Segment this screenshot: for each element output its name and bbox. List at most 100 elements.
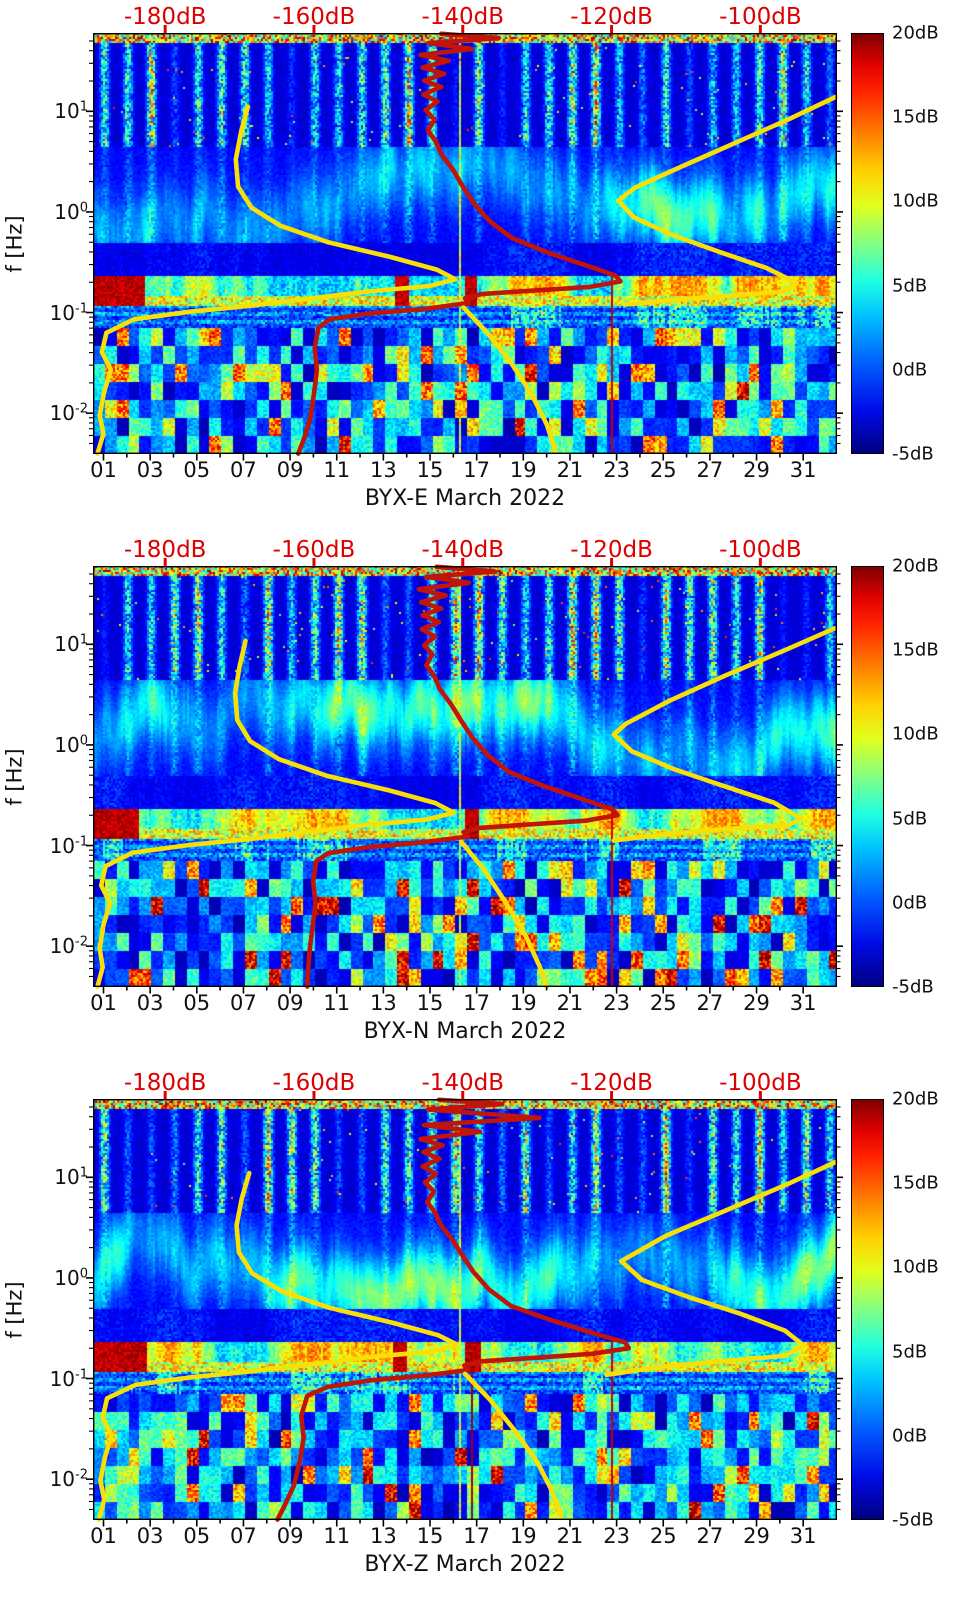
- y-axis-label: f [Hz]: [3, 214, 27, 273]
- y-tick-label: 100: [54, 732, 88, 757]
- x-tick-label: 07: [230, 458, 257, 482]
- x-tick-label: 05: [183, 1524, 211, 1548]
- y-tick-label: 100: [54, 199, 88, 224]
- x-tick-label: 03: [136, 1524, 164, 1548]
- top-axis-label: -100dB: [719, 1070, 802, 1096]
- top-axis-label: -180dB: [123, 1070, 207, 1096]
- x-tick-label: 21: [556, 1524, 584, 1548]
- top-axis-label: -120dB: [570, 1070, 653, 1096]
- x-tick-label: 31: [789, 458, 817, 482]
- x-tick-label: 27: [696, 991, 724, 1015]
- x-tick-label: 09: [276, 991, 304, 1015]
- x-tick-label: 07: [230, 1524, 257, 1548]
- top-axis-label: -120dB: [570, 537, 653, 563]
- x-tick-label: 05: [183, 458, 211, 482]
- colorbar-tick-label: -5dB: [892, 1509, 934, 1531]
- x-tick-label: 13: [369, 1524, 397, 1548]
- x-tick-label: 13: [369, 458, 397, 482]
- top-axis-label: -140dB: [421, 537, 505, 563]
- x-tick-label: 11: [323, 1524, 351, 1548]
- colorbar-ticks: 20dB 15dB 10dB 5dB 0dB -5dB: [892, 23, 958, 465]
- colorbar-tick-label: 10dB: [892, 1256, 939, 1278]
- x-tick-label: 21: [556, 458, 584, 482]
- y-axis-ticks: 101 100 10-1 10-2: [28, 33, 88, 454]
- y-tick-label: 10-1: [49, 833, 88, 858]
- top-axis-label: -160dB: [272, 537, 356, 563]
- x-tick-label: 23: [603, 1524, 630, 1548]
- x-tick-label: 01: [90, 458, 117, 482]
- x-axis-ticks: 01 03 05 07 09 11 13 15 17 19 21 23 25 2…: [90, 458, 837, 484]
- x-tick-label: 19: [509, 1524, 537, 1548]
- spectrogram-canvas: [93, 566, 837, 987]
- colorbar-tick-label: 0dB: [892, 1425, 928, 1447]
- x-tick-label: 13: [369, 991, 397, 1015]
- x-tick-label: 23: [603, 458, 630, 482]
- y-tick-label: 101: [54, 1165, 88, 1190]
- x-tick-label: 15: [416, 458, 444, 482]
- x-tick-label: 03: [136, 458, 164, 482]
- x-tick-label: 05: [183, 991, 211, 1015]
- top-axis-label: -160dB: [272, 4, 356, 30]
- x-tick-label: 09: [276, 458, 304, 482]
- plot-area: [86, 25, 843, 461]
- x-tick-label: 19: [509, 991, 537, 1015]
- x-tick-label: 25: [649, 991, 677, 1015]
- x-axis-ticks: 01 03 05 07 09 11 13 15 17 19 21 23 25 2…: [90, 1524, 837, 1550]
- y-tick-label: 10-1: [49, 1366, 88, 1391]
- colorbar-tick-label: 15dB: [892, 639, 939, 661]
- y-tick-label: 10-2: [49, 934, 88, 959]
- colorbar-tick-label: 20dB: [892, 1088, 939, 1110]
- x-axis-ticks: 01 03 05 07 09 11 13 15 17 19 21 23 25 2…: [90, 991, 837, 1017]
- y-tick-label: 100: [54, 1265, 88, 1290]
- x-tick-label: 07: [230, 991, 257, 1015]
- x-tick-label: 31: [789, 991, 817, 1015]
- y-tick-label: 10-2: [49, 401, 88, 426]
- spectrogram-panel-2: -180dB -160dB -140dB -120dB -100dB f [Hz…: [0, 533, 962, 1066]
- plot-area: [86, 1091, 843, 1527]
- colorbar-tick-label: -5dB: [892, 976, 934, 998]
- x-tick-label: 11: [323, 458, 351, 482]
- colorbar-tick-label: 15dB: [892, 106, 939, 128]
- top-axis-label: -100dB: [719, 537, 802, 563]
- top-axis-label: -180dB: [123, 4, 207, 30]
- top-axis-label: -140dB: [421, 1070, 505, 1096]
- y-tick-label: 101: [54, 99, 88, 124]
- x-tick-label: 21: [556, 991, 584, 1015]
- colorbar-tick-label: 15dB: [892, 1172, 939, 1194]
- x-tick-label: 29: [743, 458, 770, 482]
- x-tick-label: 29: [743, 1524, 770, 1548]
- y-axis-ticks: 101 100 10-1 10-2: [28, 1099, 88, 1520]
- x-tick-label: 27: [696, 1524, 724, 1548]
- colorbar-tick-label: 10dB: [892, 723, 939, 745]
- x-tick-label: 23: [603, 991, 630, 1015]
- top-axis-label: -100dB: [719, 4, 802, 30]
- y-tick-label: 10-1: [49, 300, 88, 325]
- plot-area: [86, 558, 843, 994]
- x-tick-label: 15: [416, 1524, 444, 1548]
- top-axis-label: -180dB: [123, 537, 207, 563]
- x-axis-label: BYX-N March 2022: [363, 1019, 567, 1044]
- x-tick-label: 01: [90, 991, 117, 1015]
- x-tick-label: 27: [696, 458, 724, 482]
- top-axis: -180dB -160dB -140dB -120dB -100dB: [93, 0, 837, 31]
- x-tick-label: 25: [649, 458, 677, 482]
- colorbar-tick-label: -5dB: [892, 443, 934, 465]
- colorbar-tick-label: 0dB: [892, 359, 928, 381]
- y-axis-label: f [Hz]: [3, 747, 27, 806]
- colorbar: [851, 566, 884, 987]
- spectrogram-canvas: [93, 33, 837, 454]
- x-tick-label: 17: [463, 458, 491, 482]
- x-axis-label: BYX-Z March 2022: [364, 1552, 566, 1577]
- y-tick-label: 101: [54, 632, 88, 657]
- x-axis-label: BYX-E March 2022: [364, 486, 566, 511]
- colorbar-ticks: 20dB 15dB 10dB 5dB 0dB -5dB: [892, 1089, 958, 1531]
- colorbar-tick-label: 20dB: [892, 22, 939, 44]
- x-tick-label: 03: [136, 991, 164, 1015]
- spectrogram-panel-1: -180dB -160dB -140dB -120dB -100dB f [Hz…: [0, 0, 962, 533]
- colorbar-tick-label: 10dB: [892, 190, 939, 212]
- top-axis-label: -120dB: [570, 4, 653, 30]
- colorbar-tick-label: 5dB: [892, 808, 928, 830]
- spectrogram-panel-3: -180dB -160dB -140dB -120dB -100dB f [Hz…: [0, 1066, 962, 1599]
- x-tick-label: 19: [509, 458, 537, 482]
